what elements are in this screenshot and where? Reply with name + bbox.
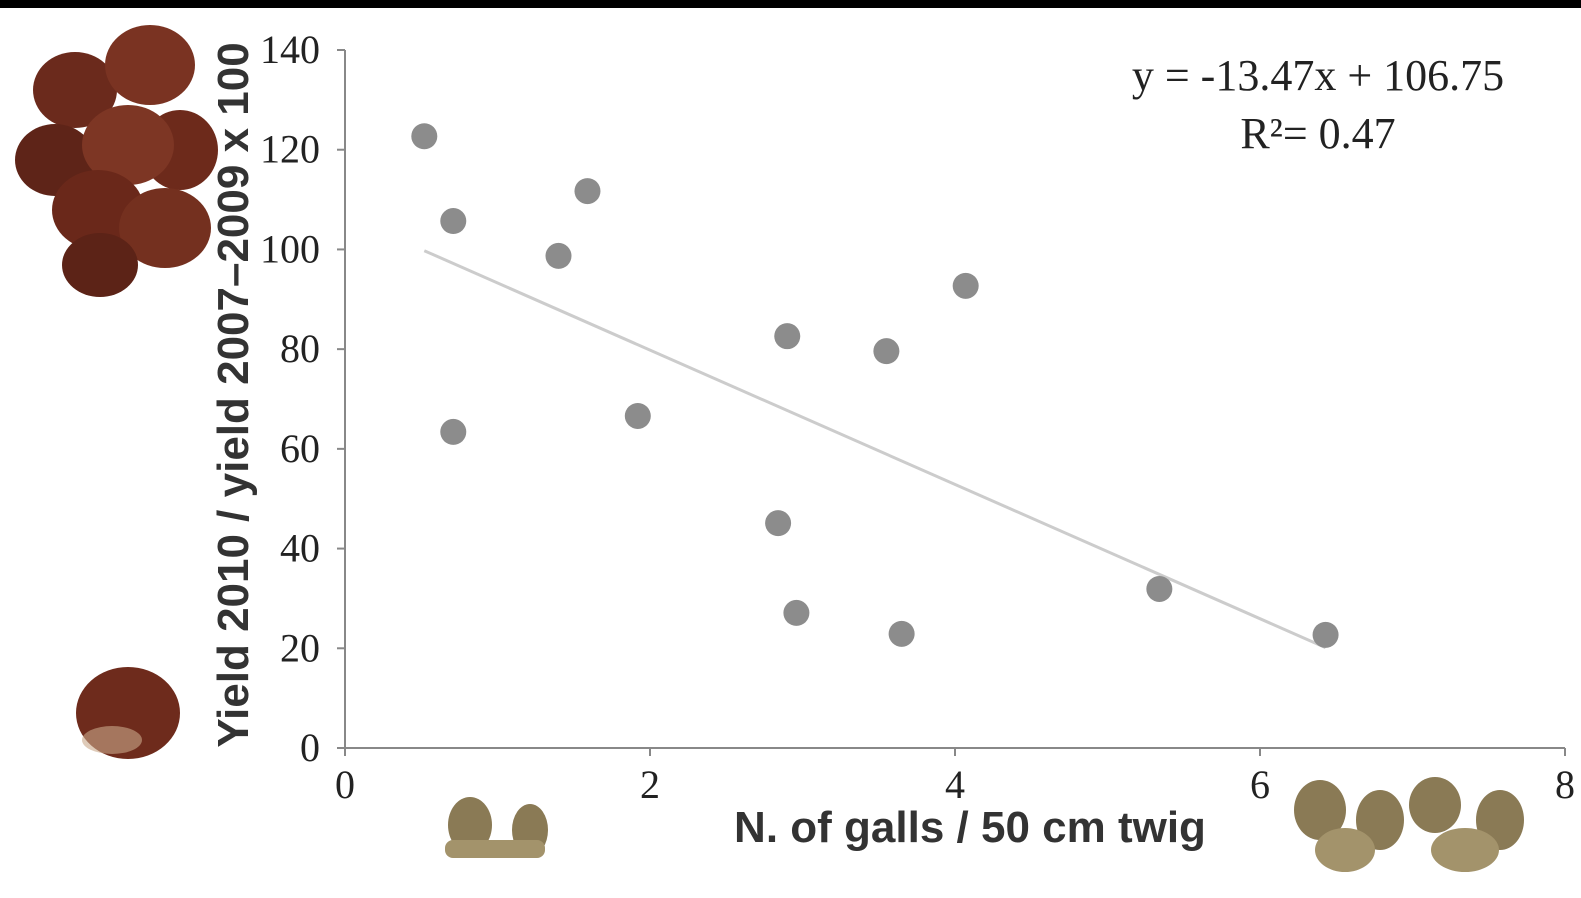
- scatter-point: [783, 599, 810, 626]
- x-tick-label: 6: [1250, 762, 1270, 807]
- scatter-point: [624, 402, 651, 429]
- trendline: [423, 249, 1327, 649]
- r-squared: R²= 0.47: [1240, 109, 1395, 158]
- scatter-point: [440, 208, 467, 235]
- scatter-point: [774, 323, 801, 350]
- single-chestnut: [76, 667, 180, 759]
- scatter-point: [873, 338, 900, 365]
- y-axis-title: Yield 2010 / yield 2007–2009 x 100: [209, 42, 258, 747]
- y-tick-label: 120: [260, 127, 320, 172]
- y-tick-label: 0: [300, 725, 320, 770]
- y-tick-label: 20: [280, 625, 320, 670]
- top-border: [0, 0, 1581, 8]
- scatter-point: [574, 178, 601, 205]
- y-tick-label: 100: [260, 226, 320, 271]
- trendline-equation: y = -13.47x + 106.75: [1132, 51, 1504, 100]
- chestnut-pile: [15, 25, 218, 297]
- x-tick-label: 8: [1555, 762, 1575, 807]
- y-tick-label: 40: [280, 526, 320, 571]
- y-tick-label: 80: [280, 326, 320, 371]
- x-tick-label: 2: [640, 762, 660, 807]
- x-axis-title: N. of galls / 50 cm twig: [734, 803, 1206, 852]
- scatter-point: [765, 510, 792, 537]
- scatter-point: [440, 418, 467, 445]
- scatter-point: [1312, 621, 1339, 648]
- x-tick-label: 0: [335, 762, 355, 807]
- scatter-point: [411, 123, 438, 150]
- gall-small: [445, 797, 548, 858]
- x-tick-label: 4: [945, 762, 965, 807]
- scatter-point: [545, 242, 572, 269]
- gall-cluster: [1294, 777, 1524, 872]
- scatter-point: [1146, 575, 1173, 602]
- y-tick-label: 60: [280, 426, 320, 471]
- scatter-point: [952, 272, 979, 299]
- scatter-point: [888, 620, 915, 647]
- y-tick-label: 140: [260, 27, 320, 72]
